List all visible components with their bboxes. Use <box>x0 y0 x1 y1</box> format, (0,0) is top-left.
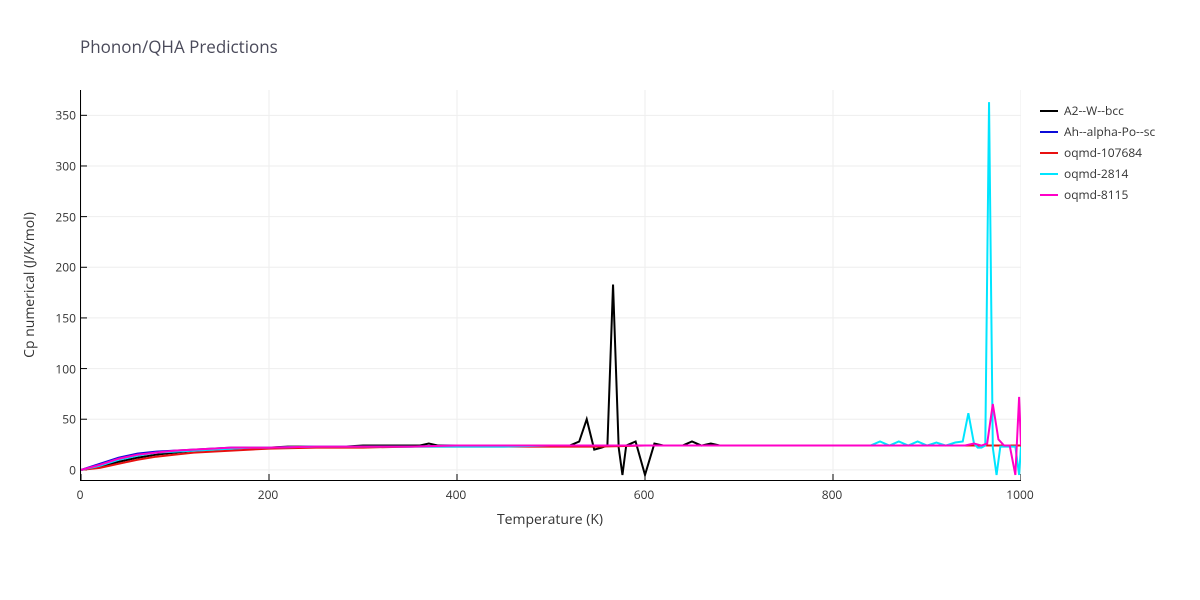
legend-swatch <box>1040 152 1058 154</box>
x-tick-label: 600 <box>634 486 655 503</box>
legend-item[interactable]: Ah--alpha-Po--sc <box>1040 123 1155 140</box>
y-tick-label: 100 <box>55 360 76 377</box>
x-tick-label: 200 <box>258 486 279 503</box>
y-tick-label: 300 <box>55 157 76 174</box>
y-axis-label: Cp numerical (J/K/mol) <box>20 90 40 480</box>
y-tick-label: 50 <box>62 411 76 428</box>
legend-item[interactable]: oqmd-8115 <box>1040 186 1155 203</box>
legend-item[interactable]: oqmd-2814 <box>1040 165 1155 182</box>
legend-item[interactable]: oqmd-107684 <box>1040 144 1155 161</box>
x-tick-label: 800 <box>822 486 843 503</box>
legend-label: oqmd-8115 <box>1064 186 1128 203</box>
x-tick-label: 0 <box>77 486 84 503</box>
series-lines <box>81 90 1021 480</box>
y-tick-label: 350 <box>55 107 76 124</box>
chart-container: Phonon/QHA Predictions Temperature (K) C… <box>0 0 1200 600</box>
legend: A2--W--bcc Ah--alpha-Po--sc oqmd-107684 oqm… <box>1040 102 1155 207</box>
legend-label: oqmd-2814 <box>1064 165 1128 182</box>
legend-swatch <box>1040 131 1058 133</box>
x-axis-label: Temperature (K) <box>80 510 1020 529</box>
y-tick-label: 0 <box>69 461 76 478</box>
legend-item[interactable]: A2--W--bcc <box>1040 102 1155 119</box>
legend-label: A2--W--bcc <box>1064 102 1124 119</box>
legend-label: oqmd-107684 <box>1064 144 1142 161</box>
y-tick-label: 200 <box>55 259 76 276</box>
legend-label: Ah--alpha-Po--sc <box>1064 123 1155 140</box>
y-tick-label: 150 <box>55 309 76 326</box>
x-tick-label: 400 <box>446 486 467 503</box>
chart-title: Phonon/QHA Predictions <box>80 35 278 58</box>
y-tick-label: 250 <box>55 208 76 225</box>
legend-swatch <box>1040 110 1058 112</box>
plot-area[interactable] <box>80 90 1021 481</box>
legend-swatch <box>1040 194 1058 196</box>
x-tick-label: 1000 <box>1006 486 1033 503</box>
legend-swatch <box>1040 173 1058 175</box>
